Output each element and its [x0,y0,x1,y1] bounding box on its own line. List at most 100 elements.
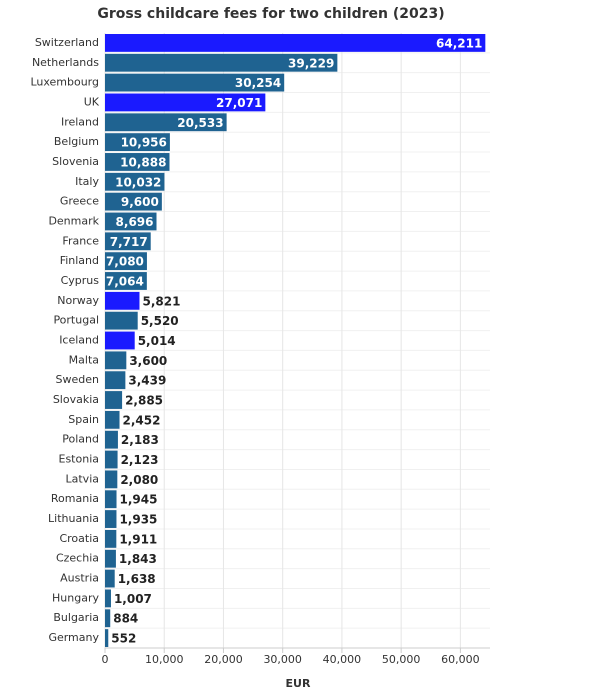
bar [105,192,162,211]
bar [105,569,115,588]
value-label: 7,080 [106,255,144,269]
y-tick-label: Luxembourg [30,76,99,89]
y-tick-label: France [62,234,99,247]
value-label: 7,717 [110,235,148,249]
value-label: 1,638 [118,572,156,586]
bar [105,93,266,112]
y-tick-label: Lithuania [48,512,99,525]
value-label: 10,032 [115,175,161,189]
bar [105,73,285,92]
y-tick-label: Slovenia [52,155,99,168]
y-tick-label: Netherlands [32,56,99,69]
y-tick-label: Estonia [59,453,100,466]
bar [105,272,147,290]
bar [105,410,120,429]
value-label: 8,696 [116,215,154,229]
value-label: 2,123 [121,453,159,467]
y-tick-label: Norway [57,294,99,307]
value-label: 1,945 [120,493,158,507]
y-tick-label: Cyprus [61,274,100,287]
bar [105,629,109,647]
value-label: 3,600 [129,354,167,368]
y-tick-label: Spain [68,413,99,426]
value-label: 2,080 [120,473,158,487]
x-tick-label: 50,000 [382,653,421,666]
y-tick-label: Belgium [54,135,99,148]
value-label: 30,254 [235,76,281,90]
y-tick-label: Romania [51,492,99,505]
bar [105,529,117,548]
bar [105,113,227,132]
bar [105,391,123,409]
y-tick-label: Ireland [61,115,99,128]
x-tick-label: 0 [102,653,109,666]
y-tick-label: Finland [60,254,99,267]
value-label: 20,533 [177,116,223,130]
x-tick-label: 30,000 [263,653,302,666]
bar [105,549,116,568]
bar [105,232,151,251]
y-tick-label: Switzerland [35,36,99,49]
bar [105,470,118,489]
y-tick-label: Bulgaria [53,611,99,624]
y-tick-label: Iceland [59,334,99,347]
value-label: 2,452 [123,413,161,427]
bar [105,510,117,528]
x-tick-label: 40,000 [323,653,362,666]
bar [105,430,118,449]
bar [105,291,140,310]
y-tick-label: Malta [69,353,99,366]
value-label: 9,600 [121,195,159,209]
y-tick-label: Hungary [52,591,99,604]
bar [105,212,157,231]
y-tick-label: Denmark [48,214,99,227]
y-tick-label: Slovakia [53,393,99,406]
value-label: 884 [113,612,138,626]
x-tick-label: 60,000 [441,653,480,666]
bar [105,371,126,390]
bar [105,153,170,171]
y-tick-label: Croatia [59,532,99,545]
y-tick-label: Greece [60,195,99,208]
value-label: 7,064 [106,274,144,288]
bar [105,34,486,52]
y-tick-label: Portugal [53,314,99,327]
bar [105,450,118,469]
bar [105,53,338,72]
value-label: 1,007 [114,592,152,606]
y-tick-label: UK [84,95,100,108]
bar [105,133,170,152]
value-label: 552 [111,632,136,646]
value-label: 10,956 [121,136,167,150]
value-label: 1,843 [119,552,157,566]
value-label: 64,211 [436,36,482,50]
value-label: 1,911 [119,532,157,546]
y-tick-label: Sweden [56,373,99,386]
y-tick-label: Latvia [66,472,100,485]
y-tick-label: Poland [62,433,99,446]
bar [105,589,111,608]
value-label: 5,821 [142,294,180,308]
bar [105,331,135,350]
value-label: 1,935 [119,513,157,527]
bar [105,172,165,191]
bar [105,609,111,628]
value-label: 2,183 [121,433,159,447]
bar [105,311,138,330]
x-axis-label: EUR [286,677,311,690]
value-label: 2,885 [125,394,163,408]
value-label: 10,888 [120,155,166,169]
value-label: 39,229 [288,56,334,70]
bar [105,490,117,509]
y-tick-label: Austria [60,572,99,585]
x-tick-label: 10,000 [145,653,184,666]
y-tick-label: Italy [75,175,99,188]
chart-title: Gross childcare fees for two children (2… [97,6,444,22]
bar [105,351,127,370]
x-tick-label: 20,000 [204,653,243,666]
y-tick-label: Czechia [56,552,99,565]
value-label: 5,014 [138,334,176,348]
bar [105,252,147,271]
